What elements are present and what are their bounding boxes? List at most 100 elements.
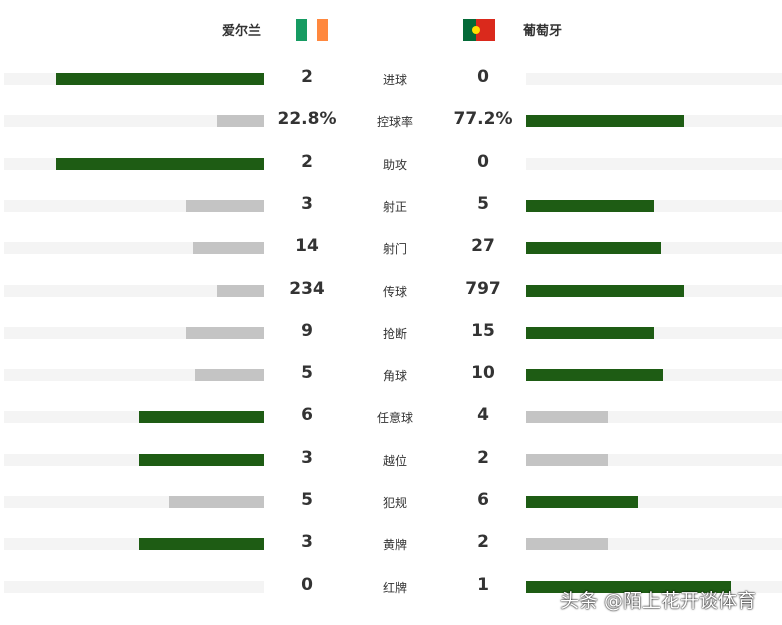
away-value: 5 bbox=[477, 193, 489, 214]
home-value: 0 bbox=[301, 574, 313, 595]
away-bar-fill bbox=[526, 242, 661, 255]
stat-label: 犯规 bbox=[382, 496, 407, 510]
away-value: 27 bbox=[471, 236, 495, 257]
home-bar-track bbox=[4, 496, 264, 508]
home-bar-fill bbox=[186, 199, 264, 212]
stat-row: 3 越位 2 bbox=[0, 439, 782, 481]
away-bar-fill bbox=[526, 199, 654, 212]
home-bar-track bbox=[4, 369, 264, 382]
home-bar-track bbox=[4, 157, 264, 170]
home-value: 2 bbox=[301, 151, 313, 172]
stat-row: 3 射正 5 bbox=[0, 185, 782, 227]
away-bar-track bbox=[526, 326, 782, 339]
stat-label: 射正 bbox=[382, 199, 407, 214]
home-bar-track bbox=[4, 284, 264, 297]
home-bar-track bbox=[4, 411, 264, 424]
away-bar-track bbox=[526, 73, 782, 85]
home-bar-fill bbox=[139, 453, 264, 466]
home-bar-fill bbox=[186, 326, 264, 339]
stat-row: 6 任意球 4 bbox=[0, 396, 782, 438]
home-bar-track bbox=[4, 73, 264, 85]
away-bar-fill bbox=[526, 580, 731, 593]
home-value: 5 bbox=[301, 490, 313, 510]
away-bar-track bbox=[526, 453, 782, 466]
away-bar-track bbox=[526, 284, 782, 297]
away-bar-track bbox=[526, 580, 782, 593]
away-bar-track bbox=[526, 538, 782, 551]
home-bar-fill bbox=[192, 242, 264, 255]
away-value: 6 bbox=[477, 490, 489, 510]
home-bar-track bbox=[4, 580, 264, 593]
home-bar-fill bbox=[139, 538, 264, 551]
stat-label: 越位 bbox=[382, 453, 407, 468]
stat-row: 22.8% 控球率 77.2% bbox=[0, 100, 782, 142]
portugal-flag-icon bbox=[463, 19, 495, 41]
away-bar-track bbox=[526, 115, 782, 128]
away-value: 0 bbox=[477, 67, 489, 87]
stat-row: 2 进球 0 bbox=[0, 58, 782, 100]
home-bar-track bbox=[4, 326, 264, 339]
away-bar-fill bbox=[526, 496, 638, 508]
away-bar-track bbox=[526, 242, 782, 255]
away-bar-fill bbox=[526, 411, 608, 424]
stat-row: 9 抢断 15 bbox=[0, 312, 782, 354]
home-bar-track bbox=[4, 538, 264, 551]
away-value: 0 bbox=[477, 151, 489, 172]
stat-label: 抢断 bbox=[382, 326, 407, 341]
home-value: 22.8% bbox=[277, 109, 337, 130]
home-bar-fill bbox=[139, 411, 264, 424]
home-bar-fill bbox=[216, 284, 264, 297]
away-bar-track bbox=[526, 199, 782, 212]
away-bar-fill bbox=[526, 115, 685, 128]
home-bar-track bbox=[4, 453, 264, 466]
home-value: 3 bbox=[301, 193, 313, 214]
stat-row: 0 红牌 1 bbox=[0, 566, 782, 608]
home-value: 234 bbox=[289, 278, 325, 299]
home-bar-fill bbox=[56, 73, 264, 85]
stat-label: 任意球 bbox=[376, 411, 413, 426]
home-value: 6 bbox=[301, 405, 313, 426]
away-bar-fill bbox=[526, 284, 685, 297]
home-bar-fill bbox=[169, 496, 264, 508]
stat-label: 射门 bbox=[382, 242, 407, 257]
ireland-flag-icon bbox=[296, 19, 329, 41]
away-bar-track bbox=[526, 369, 782, 382]
away-bar-track bbox=[526, 496, 782, 508]
stat-label: 红牌 bbox=[382, 580, 407, 595]
away-value: 1 bbox=[477, 574, 489, 595]
home-value: 3 bbox=[301, 447, 313, 468]
home-value: 9 bbox=[301, 320, 313, 341]
away-bar-fill bbox=[526, 369, 663, 382]
away-team-name: 葡萄牙 bbox=[523, 24, 563, 39]
stat-label: 进球 bbox=[382, 73, 407, 87]
away-value: 10 bbox=[471, 363, 495, 384]
away-value: 2 bbox=[477, 532, 489, 553]
watermark: 头条 @陌上花开谈体育 bbox=[560, 590, 757, 612]
away-bar-fill bbox=[526, 538, 608, 551]
stat-row: 2 助攻 0 bbox=[0, 143, 782, 185]
stat-row: 5 犯规 6 bbox=[0, 481, 782, 523]
stat-row: 5 角球 10 bbox=[0, 354, 782, 396]
home-team-name: 爱尔兰 bbox=[222, 24, 262, 39]
home-value: 5 bbox=[301, 363, 313, 384]
stat-row: 14 射门 27 bbox=[0, 227, 782, 269]
stat-row: 3 黄牌 2 bbox=[0, 523, 782, 565]
stat-label: 控球率 bbox=[376, 115, 413, 130]
stat-label: 黄牌 bbox=[382, 538, 407, 553]
stat-label: 助攻 bbox=[382, 157, 407, 172]
home-bar-track bbox=[4, 242, 264, 255]
away-bar-fill bbox=[526, 453, 608, 466]
away-bar-track bbox=[526, 411, 782, 424]
stat-label: 传球 bbox=[382, 284, 407, 299]
stat-row: 234 传球 797 bbox=[0, 270, 782, 312]
home-value: 3 bbox=[301, 532, 313, 553]
stat-label: 角球 bbox=[382, 369, 407, 384]
away-value: 15 bbox=[471, 320, 495, 341]
home-bar-track bbox=[4, 199, 264, 212]
home-bar-fill bbox=[216, 115, 264, 128]
away-value: 797 bbox=[465, 278, 501, 299]
away-bar-track bbox=[526, 157, 782, 170]
away-value: 77.2% bbox=[453, 109, 513, 130]
home-value: 14 bbox=[295, 236, 319, 257]
home-value: 2 bbox=[301, 67, 313, 87]
